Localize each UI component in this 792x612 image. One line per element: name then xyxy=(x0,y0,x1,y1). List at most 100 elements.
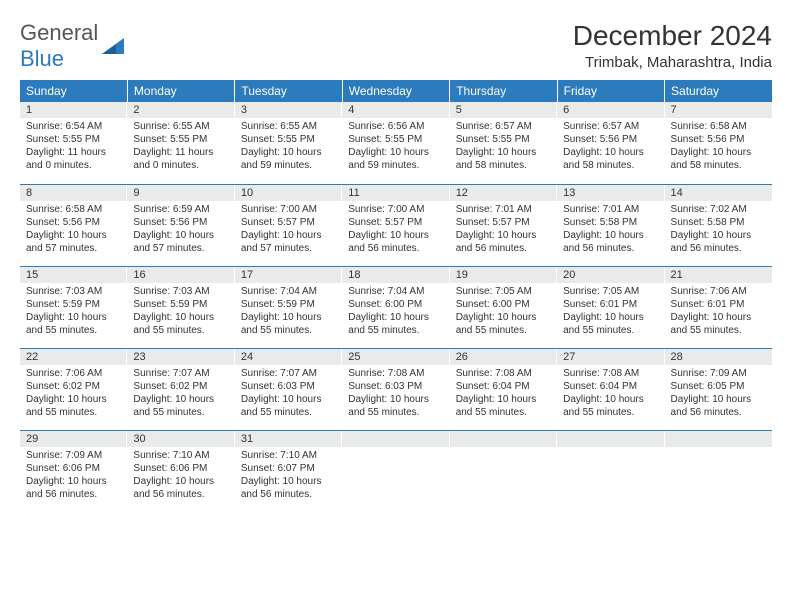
calendar-cell: 16Sunrise: 7:03 AMSunset: 5:59 PMDayligh… xyxy=(127,266,234,348)
day-number: 23 xyxy=(127,349,234,365)
day-details: Sunrise: 6:54 AMSunset: 5:55 PMDaylight:… xyxy=(20,118,127,176)
day-number: 28 xyxy=(665,349,772,365)
day-number: 21 xyxy=(665,267,772,283)
calendar-cell xyxy=(557,430,664,512)
calendar-cell: 10Sunrise: 7:00 AMSunset: 5:57 PMDayligh… xyxy=(235,184,342,266)
day-number: 29 xyxy=(20,431,127,447)
logo-text: General Blue xyxy=(20,20,98,72)
day-number: 13 xyxy=(557,185,664,201)
day-details: Sunrise: 7:00 AMSunset: 5:57 PMDaylight:… xyxy=(235,201,342,259)
calendar-cell: 17Sunrise: 7:04 AMSunset: 5:59 PMDayligh… xyxy=(235,266,342,348)
calendar-cell: 1Sunrise: 6:54 AMSunset: 5:55 PMDaylight… xyxy=(20,102,127,184)
day-number: 8 xyxy=(20,185,127,201)
day-number: 15 xyxy=(20,267,127,283)
day-number: 10 xyxy=(235,185,342,201)
calendar-cell: 12Sunrise: 7:01 AMSunset: 5:57 PMDayligh… xyxy=(450,184,557,266)
day-number: 7 xyxy=(665,102,772,118)
day-number: 1 xyxy=(20,102,127,118)
day-details: Sunrise: 7:06 AMSunset: 6:02 PMDaylight:… xyxy=(20,365,127,423)
weekday-header: Monday xyxy=(127,80,234,102)
day-details: Sunrise: 7:08 AMSunset: 6:03 PMDaylight:… xyxy=(342,365,449,423)
calendar-cell: 8Sunrise: 6:58 AMSunset: 5:56 PMDaylight… xyxy=(20,184,127,266)
day-details: Sunrise: 7:08 AMSunset: 6:04 PMDaylight:… xyxy=(557,365,664,423)
day-number-empty xyxy=(450,431,557,447)
day-details: Sunrise: 7:06 AMSunset: 6:01 PMDaylight:… xyxy=(665,283,772,341)
month-title: December 2024 xyxy=(573,20,772,52)
day-number: 19 xyxy=(450,267,557,283)
day-number: 5 xyxy=(450,102,557,118)
calendar-cell: 5Sunrise: 6:57 AMSunset: 5:55 PMDaylight… xyxy=(450,102,557,184)
calendar-cell: 9Sunrise: 6:59 AMSunset: 5:56 PMDaylight… xyxy=(127,184,234,266)
day-details: Sunrise: 7:08 AMSunset: 6:04 PMDaylight:… xyxy=(450,365,557,423)
day-number-empty xyxy=(557,431,664,447)
day-number: 30 xyxy=(127,431,234,447)
day-details: Sunrise: 7:03 AMSunset: 5:59 PMDaylight:… xyxy=(127,283,234,341)
calendar-cell: 25Sunrise: 7:08 AMSunset: 6:03 PMDayligh… xyxy=(342,348,449,430)
day-number: 11 xyxy=(342,185,449,201)
calendar-cell: 4Sunrise: 6:56 AMSunset: 5:55 PMDaylight… xyxy=(342,102,449,184)
calendar-cell: 13Sunrise: 7:01 AMSunset: 5:58 PMDayligh… xyxy=(557,184,664,266)
weekday-header: Thursday xyxy=(450,80,557,102)
weekday-header: Saturday xyxy=(665,80,772,102)
calendar-table: SundayMondayTuesdayWednesdayThursdayFrid… xyxy=(20,80,772,512)
day-details: Sunrise: 6:57 AMSunset: 5:56 PMDaylight:… xyxy=(557,118,664,176)
day-details-empty xyxy=(665,447,772,497)
day-number: 20 xyxy=(557,267,664,283)
location-label: Trimbak, Maharashtra, India xyxy=(573,54,772,71)
day-number: 31 xyxy=(235,431,342,447)
logo-word-2: Blue xyxy=(20,46,64,71)
title-block: December 2024 Trimbak, Maharashtra, Indi… xyxy=(573,20,772,71)
day-details: Sunrise: 7:10 AMSunset: 6:07 PMDaylight:… xyxy=(235,447,342,505)
calendar-cell: 3Sunrise: 6:55 AMSunset: 5:55 PMDaylight… xyxy=(235,102,342,184)
day-number: 6 xyxy=(557,102,664,118)
day-details: Sunrise: 7:09 AMSunset: 6:05 PMDaylight:… xyxy=(665,365,772,423)
calendar-cell: 14Sunrise: 7:02 AMSunset: 5:58 PMDayligh… xyxy=(665,184,772,266)
day-number: 27 xyxy=(557,349,664,365)
day-number: 22 xyxy=(20,349,127,365)
weekday-header: Wednesday xyxy=(342,80,449,102)
logo-word-1: General xyxy=(20,20,98,45)
day-details: Sunrise: 6:58 AMSunset: 5:56 PMDaylight:… xyxy=(665,118,772,176)
day-number: 26 xyxy=(450,349,557,365)
day-number: 2 xyxy=(127,102,234,118)
calendar-cell: 30Sunrise: 7:10 AMSunset: 6:06 PMDayligh… xyxy=(127,430,234,512)
day-details: Sunrise: 7:05 AMSunset: 6:00 PMDaylight:… xyxy=(450,283,557,341)
calendar-cell: 18Sunrise: 7:04 AMSunset: 6:00 PMDayligh… xyxy=(342,266,449,348)
day-details: Sunrise: 7:02 AMSunset: 5:58 PMDaylight:… xyxy=(665,201,772,259)
calendar-cell: 21Sunrise: 7:06 AMSunset: 6:01 PMDayligh… xyxy=(665,266,772,348)
day-details: Sunrise: 6:56 AMSunset: 5:55 PMDaylight:… xyxy=(342,118,449,176)
day-details: Sunrise: 6:59 AMSunset: 5:56 PMDaylight:… xyxy=(127,201,234,259)
day-number: 17 xyxy=(235,267,342,283)
logo: General Blue xyxy=(20,20,124,72)
calendar-cell: 28Sunrise: 7:09 AMSunset: 6:05 PMDayligh… xyxy=(665,348,772,430)
day-number: 16 xyxy=(127,267,234,283)
day-details: Sunrise: 7:10 AMSunset: 6:06 PMDaylight:… xyxy=(127,447,234,505)
weekday-header: Sunday xyxy=(20,80,127,102)
day-details: Sunrise: 7:04 AMSunset: 6:00 PMDaylight:… xyxy=(342,283,449,341)
calendar-cell: 19Sunrise: 7:05 AMSunset: 6:00 PMDayligh… xyxy=(450,266,557,348)
calendar-cell: 27Sunrise: 7:08 AMSunset: 6:04 PMDayligh… xyxy=(557,348,664,430)
day-details-empty xyxy=(450,447,557,497)
day-number: 14 xyxy=(665,185,772,201)
day-number: 4 xyxy=(342,102,449,118)
day-details: Sunrise: 6:57 AMSunset: 5:55 PMDaylight:… xyxy=(450,118,557,176)
calendar-cell: 23Sunrise: 7:07 AMSunset: 6:02 PMDayligh… xyxy=(127,348,234,430)
calendar-cell: 11Sunrise: 7:00 AMSunset: 5:57 PMDayligh… xyxy=(342,184,449,266)
calendar-head: SundayMondayTuesdayWednesdayThursdayFrid… xyxy=(20,80,772,102)
day-details: Sunrise: 7:01 AMSunset: 5:57 PMDaylight:… xyxy=(450,201,557,259)
calendar-cell: 31Sunrise: 7:10 AMSunset: 6:07 PMDayligh… xyxy=(235,430,342,512)
calendar-cell: 22Sunrise: 7:06 AMSunset: 6:02 PMDayligh… xyxy=(20,348,127,430)
day-number-empty xyxy=(665,431,772,447)
calendar-cell xyxy=(665,430,772,512)
day-details: Sunrise: 7:07 AMSunset: 6:02 PMDaylight:… xyxy=(127,365,234,423)
calendar-cell xyxy=(450,430,557,512)
day-details: Sunrise: 7:05 AMSunset: 6:01 PMDaylight:… xyxy=(557,283,664,341)
calendar-cell: 20Sunrise: 7:05 AMSunset: 6:01 PMDayligh… xyxy=(557,266,664,348)
day-details: Sunrise: 7:04 AMSunset: 5:59 PMDaylight:… xyxy=(235,283,342,341)
calendar-cell: 2Sunrise: 6:55 AMSunset: 5:55 PMDaylight… xyxy=(127,102,234,184)
calendar-cell: 6Sunrise: 6:57 AMSunset: 5:56 PMDaylight… xyxy=(557,102,664,184)
day-details-empty xyxy=(557,447,664,497)
day-number: 18 xyxy=(342,267,449,283)
day-number: 3 xyxy=(235,102,342,118)
day-number: 12 xyxy=(450,185,557,201)
